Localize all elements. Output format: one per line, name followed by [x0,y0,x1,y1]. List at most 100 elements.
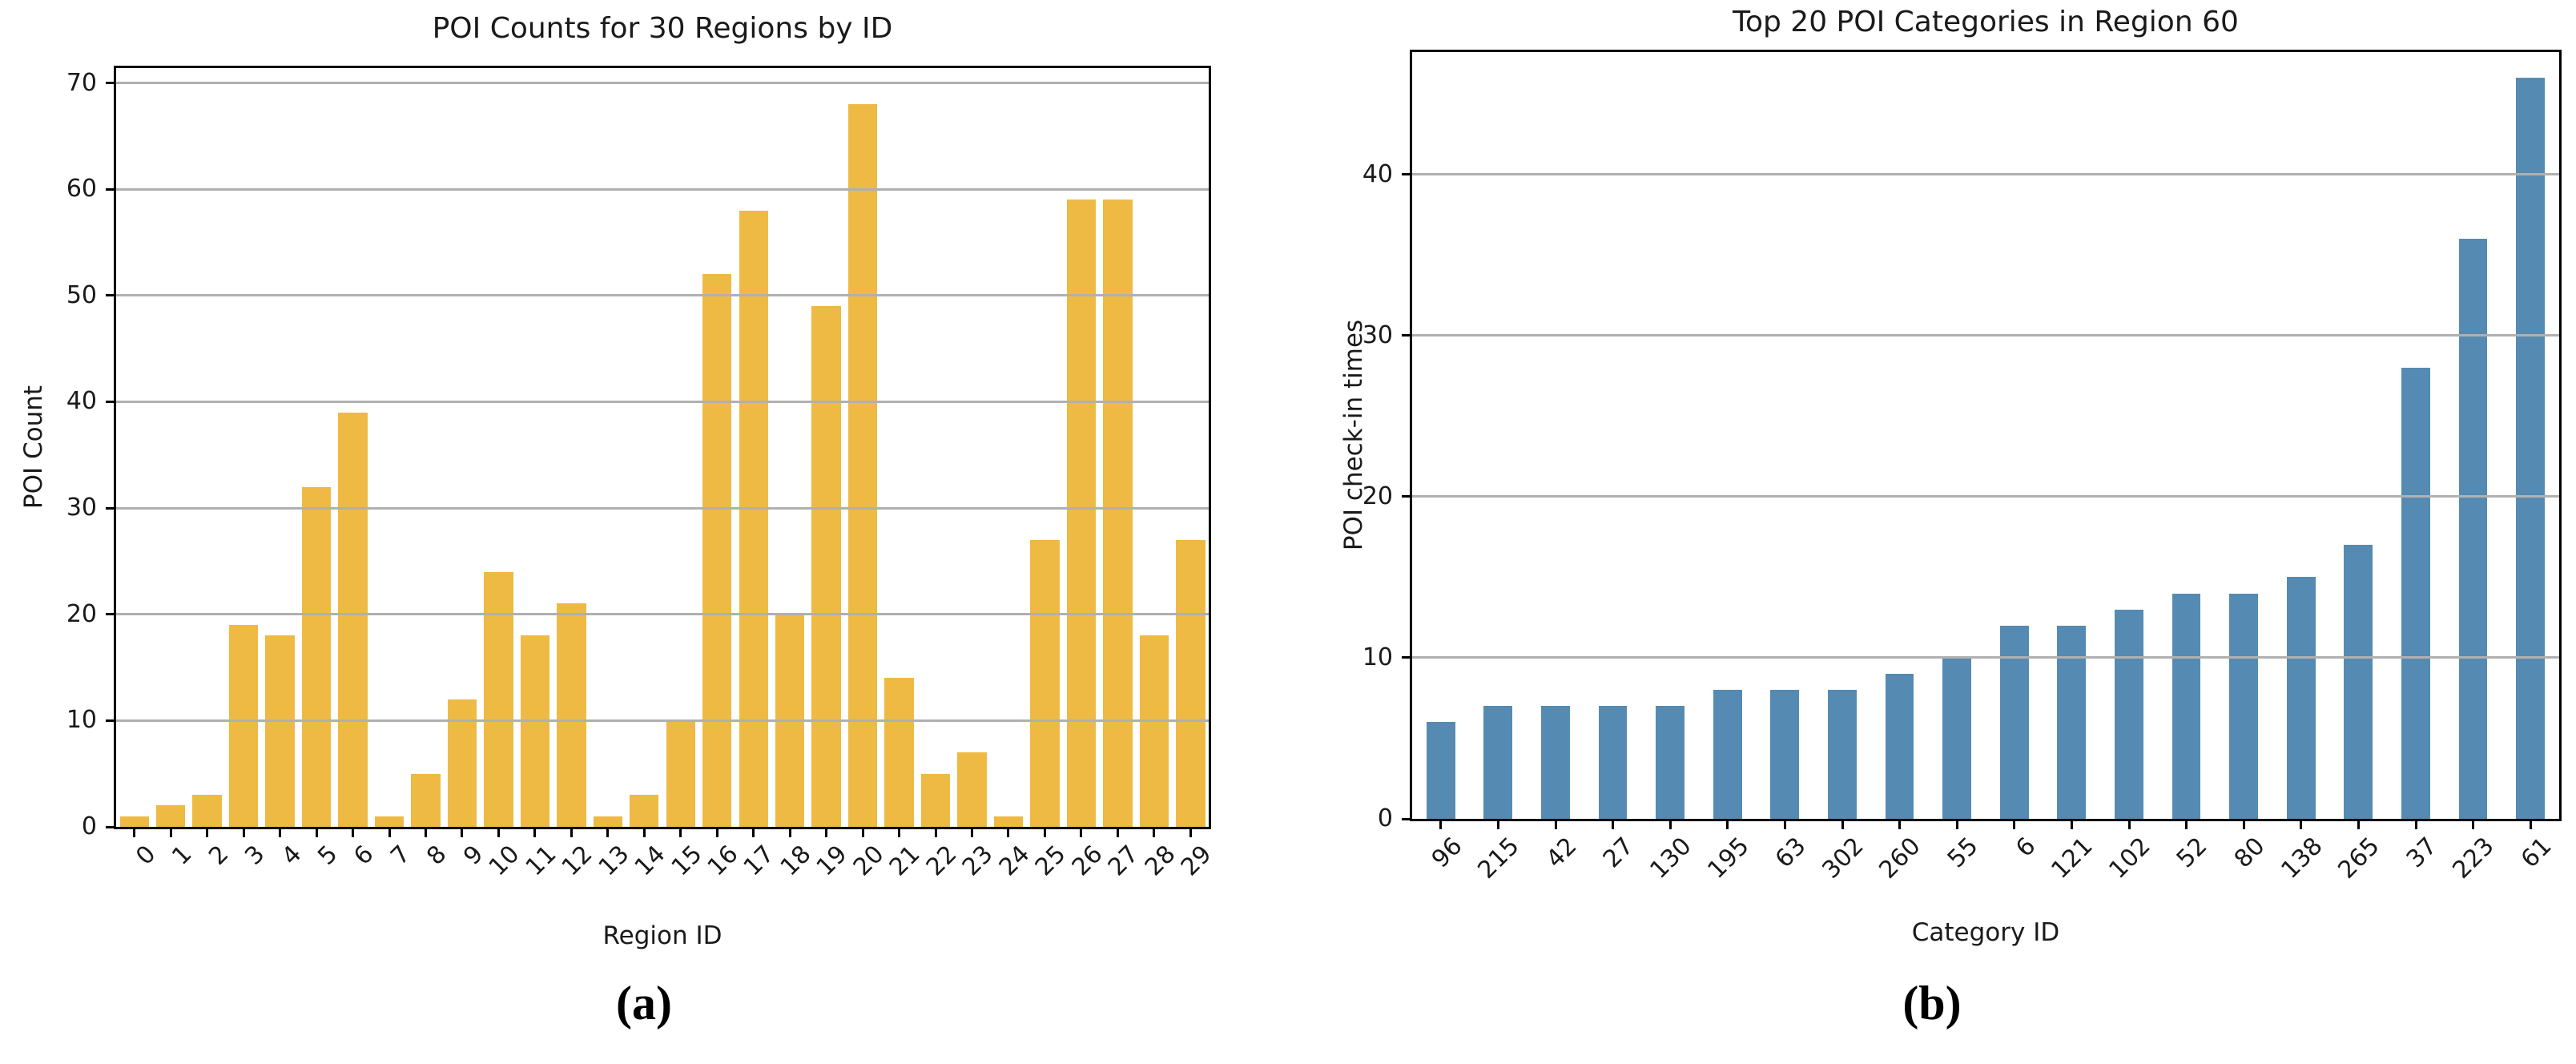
x-tick-mark-42 [1554,819,1557,829]
bar-slot-195 [1699,52,1757,819]
x-tick-label-121: 121 [2046,832,2099,885]
bar-80 [2229,593,2258,819]
x-tick-label-52: 52 [2171,832,2213,874]
x-tick-label-27: 27 [1598,832,1640,874]
bar-slot-17 [735,68,771,827]
bar-slot-223 [2445,52,2502,819]
y-tick-mark-50 [106,294,116,297]
x-tick-mark-215 [1496,819,1499,829]
y-tick-label-40: 40 [66,387,97,416]
bar-slot-302 [1813,52,1871,819]
x-tick-mark-6 [2013,819,2016,829]
x-tick-mark-302 [1841,819,1844,829]
bar-slot-42 [1527,52,1584,819]
y-tick-label-0: 0 [1377,804,1393,832]
bar-2 [192,795,222,827]
x-tick-mark-15 [679,827,682,837]
bar-10 [484,571,513,827]
x-tick-mark-29 [1189,827,1192,837]
bar-slot-27 [1100,68,1136,827]
bar-slot-37 [2387,52,2445,819]
x-tick-label-80: 80 [2228,832,2271,874]
y-tick-mark-10 [106,719,116,722]
x-tick-label-22: 22 [920,840,963,882]
x-tick-label-195: 195 [1701,832,1755,885]
bar-slot-3 [225,68,261,827]
x-tick-mark-260 [1898,819,1902,829]
bar-302 [1828,690,1857,819]
bar-slot-11 [517,68,553,827]
bar-260 [1885,674,1914,819]
bar-22 [920,773,951,827]
bar-14 [630,795,659,827]
bar-42 [1541,706,1570,819]
x-tick-mark-27 [1116,827,1119,837]
bar-slot-6 [335,68,371,827]
bar-slot-52 [2158,52,2216,819]
bar-223 [2458,239,2488,819]
bar-9 [447,699,477,827]
y-tick-mark-70 [106,82,116,85]
x-tick-mark-13 [606,827,610,837]
x-tick-mark-24 [1007,827,1010,837]
y-tick-label-0: 0 [81,812,97,840]
x-tick-label-19: 19 [811,840,853,882]
bar-slot-260 [1871,52,1929,819]
y-tick-mark-30 [1402,334,1412,337]
bar-21 [884,678,914,827]
plot-area-a: 0 10 20 30 40 50 60 70 0 1 2 3 4 5 6 7 8 9 10 11 12 13 14 15 16 1… [66,66,1218,881]
bar-slot-2 [189,68,225,827]
x-tick-label-302: 302 [1817,832,1870,885]
y-tick-mark-20 [1402,495,1412,498]
y-tick-label-10: 10 [66,706,97,735]
bar-5 [301,486,332,827]
x-tick-mark-23 [970,827,973,837]
x-tick-mark-22 [934,827,937,837]
x-tick-label-61: 61 [2515,832,2558,874]
bar-55 [1942,657,1972,819]
x-tick-mark-8 [424,827,427,837]
x-tick-mark-20 [861,827,864,837]
x-tick-label-37: 37 [2401,832,2443,874]
bar-slot-23 [954,68,990,827]
x-tick-label-96: 96 [1426,832,1468,874]
bar-slot-0 [116,68,152,827]
x-tick-mark-21 [898,827,901,837]
x-tick-label-3: 3 [239,840,271,871]
panel-a: POI Counts for 30 Regions by ID POI Coun… [19,12,1218,1030]
x-tick-mark-195 [1726,819,1729,829]
bar-1 [156,805,186,827]
bar-8 [411,773,441,827]
x-tick-label-25: 25 [1029,840,1072,882]
bar-slot-265 [2330,52,2388,819]
bar-slot-6 [1986,52,2043,819]
bar-6 [1999,625,2029,819]
bar-slot-138 [2272,52,2330,819]
x-tick-mark-102 [2127,819,2131,829]
x-tick-mark-121 [2070,819,2073,829]
x-tick-mark-52 [2185,819,2188,829]
y-tick-label-70: 70 [66,68,97,97]
bar-19 [811,306,841,827]
bar-slot-5 [298,68,334,827]
x-tick-mark-37 [2414,819,2417,829]
x-tick-label-20: 20 [847,840,890,882]
x-tick-mark-7 [388,827,391,837]
x-tick-mark-6 [352,827,355,837]
bar-61 [2516,78,2545,819]
caption-b: (b) [1902,977,1962,1030]
x-tick-label-14: 14 [629,840,671,882]
x-tick-label-18: 18 [775,840,817,882]
bars-a [116,68,1209,827]
x-tick-label-24: 24 [993,840,1036,882]
x-tick-label-8: 8 [421,840,453,871]
bar-52 [2171,593,2201,819]
bar-slot-14 [626,68,662,827]
bar-7 [374,816,405,827]
x-tick-label-27: 27 [1102,840,1145,882]
y-tick-label-20: 20 [1362,482,1393,510]
x-tick-mark-1 [169,827,172,837]
x-tick-label-138: 138 [2275,832,2328,885]
x-tick-mark-3 [242,827,245,837]
y-tick-label-30: 30 [66,494,97,522]
